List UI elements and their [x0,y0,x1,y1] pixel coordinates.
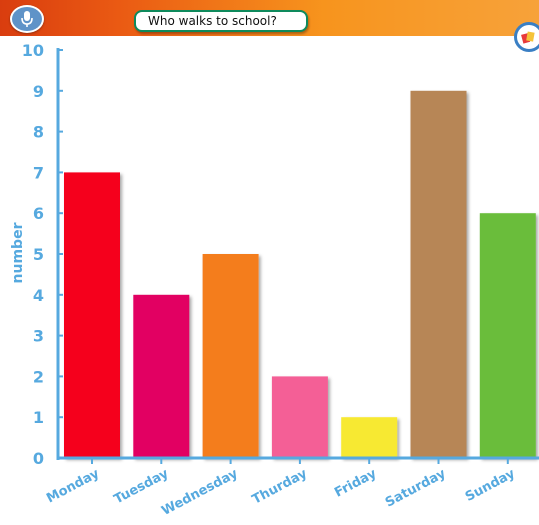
bar-sunday [479,213,536,458]
x-tick-label-tuesday: Tuesday [112,466,172,507]
x-tick-label-saturday: Saturday [383,466,449,511]
chart-title[interactable]: Who walks to school? [134,10,308,32]
y-tick-label-4: 4 [33,286,44,305]
y-tick-label-8: 8 [33,123,44,142]
y-tick-label-9: 9 [33,82,44,101]
bar-thurday [271,376,328,458]
x-tick-label-friday: Friday [332,466,379,501]
x-tick-label-monday: Monday [44,466,102,506]
bar-friday [341,417,398,458]
bar-saturday [410,90,467,459]
y-tick-label-2: 2 [33,367,44,386]
y-tick-label-10: 10 [22,41,44,60]
bar-monday [64,172,120,458]
chart-tool-button[interactable] [514,22,539,52]
microphone-icon [21,11,33,27]
y-axis-title: number [10,222,26,283]
y-tick-label-0: 0 [33,449,44,468]
y-tick-label-3: 3 [33,327,44,346]
y-tick-label-7: 7 [33,163,44,182]
x-tick-label-wednesday: Wednesday [159,466,241,519]
x-tick-label-thurday: Thurday [250,466,310,508]
y-tick-label-5: 5 [33,245,44,264]
y-tick-label-1: 1 [33,408,44,427]
microphone-button[interactable] [10,5,44,33]
y-tick-label-6: 6 [33,204,44,223]
bar-wednesday [202,254,259,458]
bar-tuesday [133,294,190,458]
x-tick-label-sunday: Sunday [463,466,518,505]
chart-tool-icon [521,31,535,44]
